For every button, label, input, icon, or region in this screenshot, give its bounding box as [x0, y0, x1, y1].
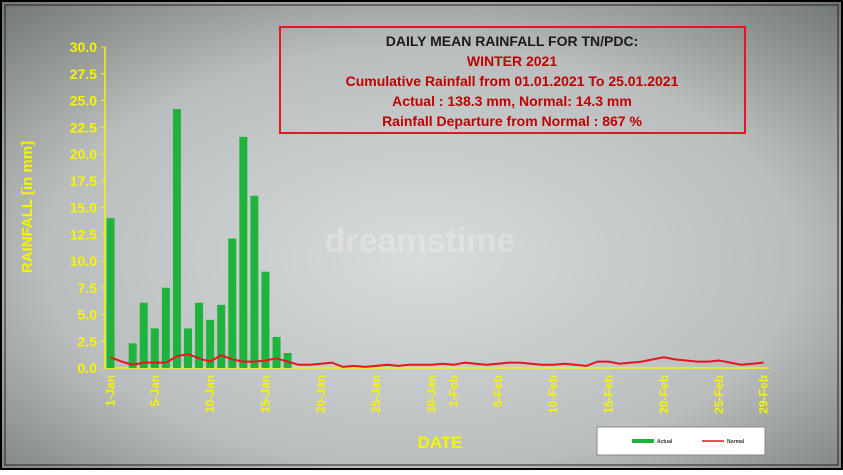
y-tick-label: 22.5	[70, 119, 97, 135]
y-tick-label: 27.5	[70, 66, 97, 82]
bar	[184, 328, 192, 368]
bar	[128, 343, 137, 368]
y-tick-label: 20.0	[70, 146, 97, 162]
y-tick-label: 25.0	[70, 93, 97, 109]
frame	[4, 4, 839, 466]
x-tick-label: 25-Feb	[712, 375, 726, 414]
bar	[139, 302, 148, 368]
x-tick-label: 15-Jan	[258, 375, 272, 413]
legend-box	[596, 426, 766, 456]
bar	[195, 302, 204, 368]
x-tick-label: 25-Jan	[369, 375, 383, 413]
x-tick-label: 1-Jan	[104, 375, 118, 406]
bar	[106, 218, 115, 368]
y-tick-label: 2.5	[78, 333, 98, 349]
bar	[172, 109, 181, 368]
bar	[250, 195, 259, 368]
y-tick-label: 5.0	[78, 307, 98, 323]
bar	[150, 328, 159, 368]
annotation: Cumulative Rainfall from 01.01.2021 To 2…	[346, 73, 679, 89]
x-tick-label: 10-Jan	[203, 375, 217, 413]
y-axis-label: RAINFALL [in mm]	[19, 141, 36, 273]
bar	[206, 319, 215, 368]
x-tick-label: 30-Jan	[424, 375, 438, 413]
y-tick-label: 12.5	[70, 226, 97, 242]
y-tick-label: 10.0	[70, 253, 97, 269]
legend-swatch	[632, 439, 654, 443]
line	[110, 353, 764, 368]
x-tick-label: 20-Feb	[657, 375, 671, 414]
chart-title: DAILY MEAN RAINFALL FOR TN/PDC:	[386, 33, 639, 49]
x-tick-label: 15-Feb	[602, 375, 616, 414]
bar	[283, 353, 292, 368]
legend-label: Normal	[727, 439, 745, 445]
y-tick-label: 17.5	[70, 173, 97, 189]
bar	[217, 304, 226, 368]
chart-subtitle: WINTER 2021	[467, 53, 557, 69]
bar	[228, 238, 237, 368]
bar	[261, 271, 270, 368]
x-tick-label: 5-Feb	[491, 375, 505, 407]
annotation: Rainfall Departure from Normal : 867 %	[382, 113, 642, 129]
title-box	[279, 26, 746, 134]
x-tick-label: 5-Jan	[148, 375, 162, 406]
x-tick-label: 10-Feb	[546, 375, 560, 414]
y-tick-label: 7.5	[78, 280, 98, 296]
x-tick-label: 29-Feb	[756, 375, 770, 414]
x-tick-label: 20-Jan	[314, 375, 328, 413]
y-tick-label: 30.0	[70, 39, 97, 55]
y-tick-label: 15.0	[70, 200, 97, 216]
bar	[272, 336, 281, 368]
watermark: dreamstime	[325, 222, 516, 260]
legend-label: Actual	[657, 439, 673, 445]
x-tick-label: 1-Feb	[447, 375, 461, 407]
annotation: Actual : 138.3 mm, Normal: 14.3 mm	[392, 93, 632, 109]
bar	[239, 136, 248, 368]
x-axis-label: DATE	[417, 433, 462, 452]
bar	[161, 287, 170, 368]
y-tick-label: 0.0	[78, 360, 98, 376]
